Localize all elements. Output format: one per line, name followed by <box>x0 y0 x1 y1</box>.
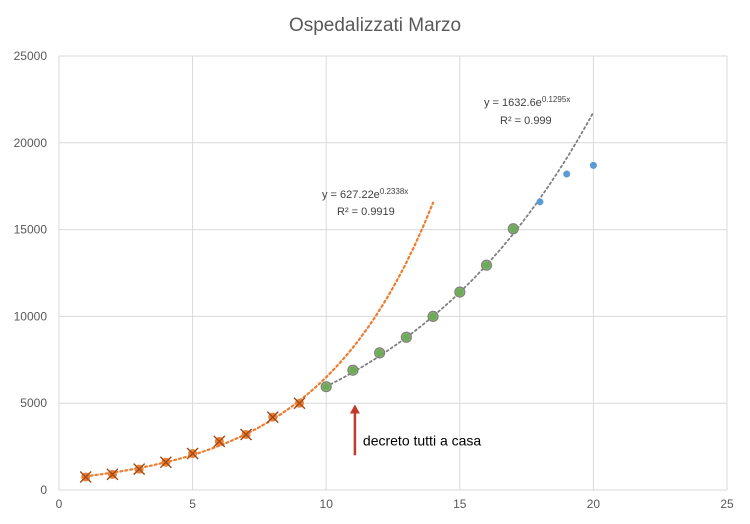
x-tick-label-3: 15 <box>453 497 467 511</box>
x-tick-label-0: 0 <box>56 497 63 511</box>
point-s2-0 <box>320 381 332 393</box>
y-tick-label-4: 20000 <box>14 136 48 150</box>
x-tick-label-2: 10 <box>320 497 334 511</box>
point-s2-3 <box>400 331 412 343</box>
point-s0-19 <box>589 161 597 169</box>
point-s1-3 <box>159 456 172 469</box>
point-s2-1 <box>347 364 359 376</box>
gridlines <box>58 55 728 491</box>
trendline-0 <box>84 201 435 478</box>
point-s2-2 <box>374 347 386 359</box>
trendline-r2-0: R² = 0.9919 <box>337 206 395 218</box>
point-s1-7 <box>266 411 279 424</box>
x-tick-label-4: 20 <box>587 497 601 511</box>
point-s2-4 <box>427 310 439 322</box>
trendline-equation-1: y = 1632.6e0.1295x <box>484 95 570 109</box>
chart-title: Ospedalizzati Marzo <box>289 15 461 36</box>
y-tick-label-5: 25000 <box>14 49 48 63</box>
point-s1-2 <box>133 463 146 476</box>
point-s1-0 <box>79 470 92 483</box>
x-tick-labels: 0 5 10 15 20 25 <box>56 497 734 511</box>
point-s0-18 <box>563 170 571 178</box>
y-tick-label-3: 15000 <box>14 223 48 237</box>
y-tick-label-0: 0 <box>40 483 47 497</box>
x-tick-label-5: 25 <box>720 497 734 511</box>
trendline-equations: y = 627.22e0.2338x R² = 0.9919 y = 1632.6e… <box>322 95 570 218</box>
trendline-r2-1: R² = 0.999 <box>500 115 552 127</box>
annotation-arrow-head-0 <box>349 404 360 414</box>
trendline-equation-0: y = 627.22e0.2338x <box>322 187 408 201</box>
y-tick-label-1: 5000 <box>20 396 47 410</box>
point-s0-17 <box>536 198 544 206</box>
point-s2-6 <box>480 259 493 271</box>
point-s1-5 <box>213 435 226 448</box>
annotations: decreto tutti a casa <box>349 404 482 456</box>
point-s1-6 <box>240 428 253 441</box>
y-tick-label-2: 10000 <box>14 309 48 323</box>
y-tick-labels: 0 5000 10000 15000 20000 25000 <box>14 49 48 497</box>
x-tick-label-1: 5 <box>189 497 196 511</box>
point-s1-4 <box>186 447 199 460</box>
point-s2-7 <box>507 223 519 235</box>
annotation-text-0: decreto tutti a casa <box>363 432 482 448</box>
point-s1-8 <box>293 397 306 410</box>
point-s1-1 <box>106 468 119 481</box>
point-s2-5 <box>454 286 466 298</box>
data-points <box>79 161 597 483</box>
